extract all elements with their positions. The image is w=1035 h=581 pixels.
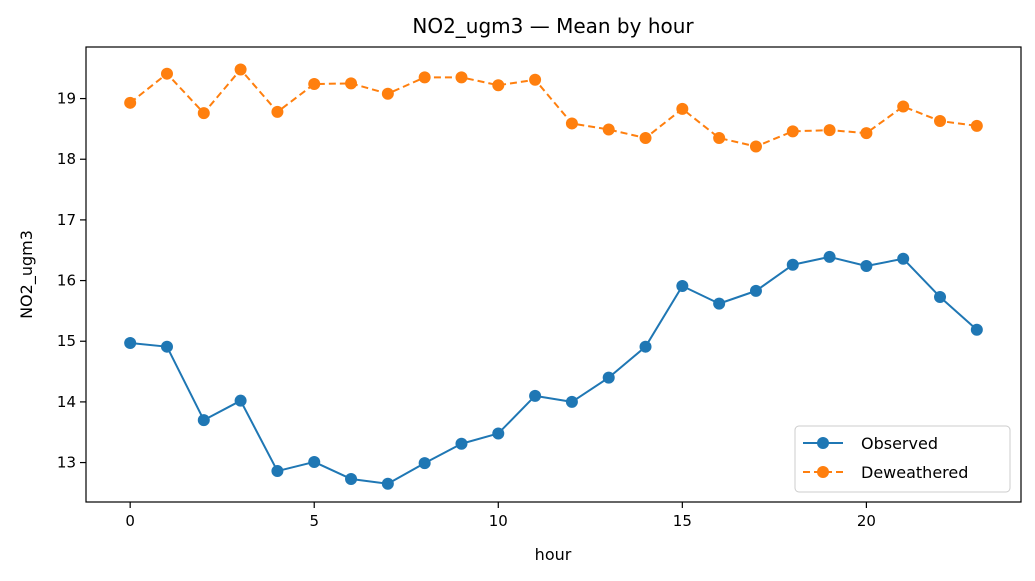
- data-point: [713, 132, 726, 144]
- data-point: [676, 280, 689, 293]
- x-tick-label: 0: [125, 512, 135, 530]
- y-axis-label: NO2_ugm3: [17, 230, 37, 319]
- chart-title: NO2_ugm3 — Mean by hour: [412, 14, 694, 38]
- data-point: [860, 260, 873, 273]
- data-point: [197, 414, 210, 427]
- data-point: [197, 107, 210, 120]
- legend-label: Observed: [861, 434, 938, 453]
- data-point: [455, 71, 468, 84]
- data-point: [160, 340, 173, 353]
- data-point: [124, 337, 137, 350]
- data-point: [823, 250, 836, 263]
- legend-label: Deweathered: [861, 463, 968, 482]
- data-point: [786, 258, 799, 271]
- data-point: [234, 394, 247, 407]
- data-point: [271, 105, 284, 118]
- data-point: [639, 340, 652, 353]
- data-point: [749, 284, 762, 297]
- y-tick-label: 14: [57, 393, 76, 411]
- y-tick-label: 15: [57, 332, 76, 350]
- x-tick-label: 15: [673, 512, 692, 530]
- data-point: [749, 140, 762, 153]
- data-point: [381, 477, 394, 490]
- series-line: [130, 255, 978, 485]
- data-point: [786, 125, 799, 138]
- series-line: [129, 68, 977, 148]
- data-point: [160, 67, 173, 80]
- data-point: [676, 102, 689, 115]
- data-point: [860, 127, 873, 140]
- data-point: [823, 124, 836, 137]
- data-point: [492, 79, 505, 92]
- y-tick-label: 19: [57, 90, 76, 108]
- data-point: [455, 437, 468, 450]
- data-point: [934, 290, 947, 303]
- data-point: [308, 455, 321, 468]
- data-point: [308, 78, 321, 91]
- y-tick-label: 16: [57, 272, 76, 290]
- x-tick-label: 5: [309, 512, 319, 530]
- data-point: [639, 132, 652, 144]
- data-point: [529, 73, 542, 86]
- y-axis: 13 14 15 16 17 18 19: [57, 90, 86, 472]
- data-point: [418, 71, 431, 84]
- data-point: [345, 77, 358, 90]
- data-point: [565, 117, 578, 130]
- y-tick-label: 13: [57, 454, 76, 472]
- data-point: [124, 96, 137, 109]
- x-axis: 0 5 10 15 20: [125, 502, 876, 530]
- series-observed: [124, 250, 983, 490]
- data-point: [565, 395, 578, 408]
- legend: Observed Deweathered: [794, 425, 1011, 493]
- data-point: [602, 123, 615, 136]
- data-point: [970, 119, 983, 132]
- data-point: [418, 457, 431, 470]
- legend-box: [794, 425, 1011, 493]
- data-point: [970, 323, 983, 336]
- y-tick-label: 17: [57, 211, 76, 229]
- plot-frame: [85, 46, 1022, 503]
- data-point: [934, 115, 947, 128]
- data-point: [271, 465, 284, 478]
- x-tick-label: 10: [489, 512, 508, 530]
- series-deweathered: [124, 63, 983, 153]
- data-point: [345, 472, 358, 485]
- legend-marker: [817, 466, 829, 478]
- data-point: [713, 297, 726, 310]
- data-point: [492, 427, 505, 440]
- legend-marker: [817, 437, 829, 449]
- x-axis-label: hour: [535, 545, 572, 564]
- data-point: [897, 252, 910, 265]
- series-layer: [124, 63, 983, 490]
- data-point: [897, 100, 910, 113]
- data-point: [234, 63, 247, 76]
- data-point: [602, 371, 615, 384]
- x-tick-label: 20: [857, 512, 876, 530]
- data-point: [381, 87, 394, 100]
- data-point: [529, 389, 542, 402]
- y-tick-label: 18: [57, 150, 76, 168]
